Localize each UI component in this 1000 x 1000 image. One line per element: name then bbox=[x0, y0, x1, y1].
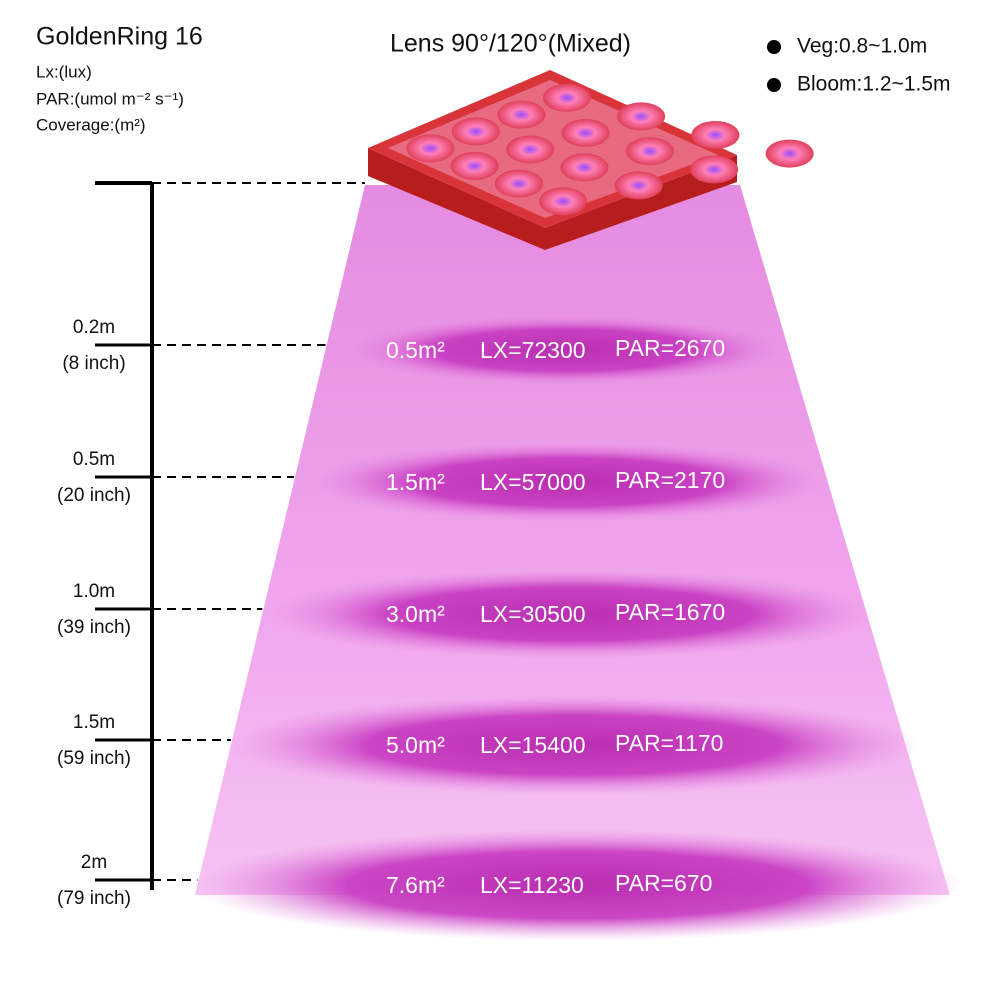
distance: 2m bbox=[81, 852, 107, 873]
led-cluster bbox=[765, 139, 814, 168]
lens-label: Lens 90°/120°(Mixed) bbox=[390, 30, 631, 58]
coverage: 3.0m² bbox=[386, 601, 445, 627]
coverage: 1.5m² bbox=[386, 469, 445, 495]
lux: LX=11230 bbox=[480, 872, 584, 898]
distance-inch: (59 inch) bbox=[57, 748, 131, 769]
coverage-spot bbox=[229, 695, 919, 795]
led-cluster bbox=[690, 155, 739, 184]
led-cluster bbox=[691, 120, 740, 149]
led-cluster bbox=[560, 153, 609, 182]
distance-inch: (8 inch) bbox=[62, 353, 125, 374]
coverage-spot bbox=[192, 829, 962, 941]
led-cluster bbox=[617, 102, 666, 131]
led-cluster bbox=[451, 117, 500, 146]
led-cluster bbox=[497, 100, 546, 129]
led-cluster bbox=[506, 135, 555, 164]
bullet bbox=[767, 40, 781, 54]
coverage-spot bbox=[308, 442, 828, 522]
lux: LX=30500 bbox=[480, 601, 586, 627]
led-cluster bbox=[614, 171, 663, 200]
distance: 1.0m bbox=[73, 581, 115, 602]
distance: 0.2m bbox=[73, 317, 115, 338]
distance-inch: (20 inch) bbox=[57, 485, 131, 506]
bullet bbox=[767, 78, 781, 92]
led-array bbox=[406, 83, 814, 216]
led-cluster bbox=[625, 137, 674, 166]
coverage-spot bbox=[266, 569, 876, 659]
distance-inch: (39 inch) bbox=[57, 617, 131, 638]
distance: 0.5m bbox=[73, 449, 115, 470]
unit: Lx:(lux) bbox=[36, 62, 92, 81]
par: PAR=2170 bbox=[615, 467, 725, 493]
par: PAR=670 bbox=[615, 870, 712, 896]
coverage: 7.6m² bbox=[386, 872, 445, 898]
coverage: 0.5m² bbox=[386, 337, 445, 363]
coverage-spot bbox=[345, 315, 785, 385]
legend-item: Bloom:1.2~1.5m bbox=[797, 73, 951, 96]
par: PAR=1170 bbox=[615, 730, 723, 756]
par: PAR=1670 bbox=[615, 599, 725, 625]
led-cluster bbox=[542, 83, 591, 112]
distance-inch: (79 inch) bbox=[57, 888, 131, 909]
led-cluster bbox=[539, 187, 588, 216]
coverage: 5.0m² bbox=[386, 732, 445, 758]
levels: 0.2m (8 inch) 0.5m² LX=72300 PAR=2670 0.5m (20… bbox=[57, 315, 962, 941]
lux: LX=57000 bbox=[480, 469, 586, 495]
lux: LX=15400 bbox=[480, 732, 586, 758]
led-cluster bbox=[561, 118, 610, 147]
unit: Coverage:(m²) bbox=[36, 115, 146, 134]
led-cluster bbox=[406, 134, 455, 163]
par: PAR=2670 bbox=[615, 335, 725, 361]
lux: LX=72300 bbox=[480, 337, 586, 363]
distance: 1.5m bbox=[73, 712, 115, 733]
led-cluster bbox=[450, 151, 499, 180]
title: GoldenRing 16 bbox=[36, 23, 203, 51]
led-cluster bbox=[494, 169, 543, 198]
unit: PAR:(umol m⁻² s⁻¹) bbox=[36, 89, 184, 108]
legend-item: Veg:0.8~1.0m bbox=[797, 35, 927, 58]
